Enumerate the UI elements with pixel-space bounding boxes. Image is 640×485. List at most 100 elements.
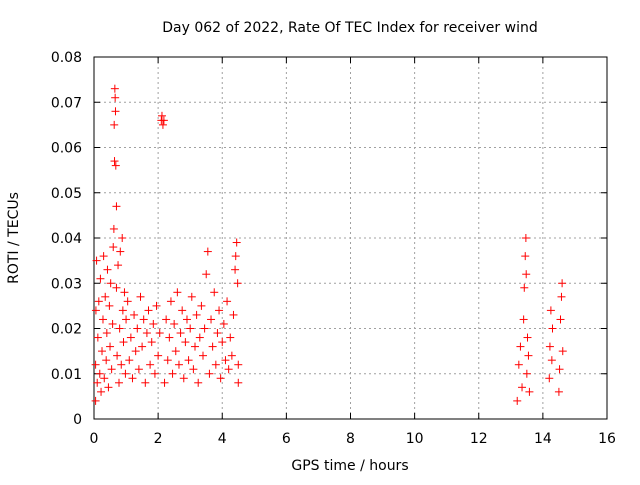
data-point	[109, 224, 118, 233]
data-point	[133, 324, 142, 333]
data-point	[219, 319, 228, 328]
data-point	[102, 356, 111, 365]
data-point	[144, 306, 153, 315]
data-point	[176, 329, 185, 338]
data-point	[546, 306, 555, 315]
data-point	[229, 310, 238, 319]
data-point	[516, 342, 525, 351]
data-point	[187, 292, 196, 301]
data-point	[199, 351, 208, 360]
data-point	[106, 342, 115, 351]
data-point	[558, 347, 567, 356]
data-point	[94, 297, 103, 306]
data-point	[117, 360, 126, 369]
data-point	[557, 292, 566, 301]
data-point	[202, 270, 211, 279]
y-tick-label: 0.05	[51, 186, 82, 202]
data-point	[109, 243, 118, 252]
data-point	[522, 369, 531, 378]
x-axis-label: GPS time / hours	[291, 458, 408, 474]
data-point	[223, 297, 232, 306]
data-point	[131, 347, 140, 356]
data-point	[95, 369, 104, 378]
data-point	[118, 306, 127, 315]
data-point	[139, 315, 148, 324]
data-point	[118, 234, 127, 242]
data-point	[520, 283, 529, 292]
data-point	[190, 342, 199, 351]
y-axis-label: ROTI / TECUs	[6, 192, 22, 284]
data-point	[111, 107, 120, 116]
data-point	[197, 301, 206, 310]
data-point	[184, 356, 193, 365]
data-point	[519, 315, 528, 324]
data-point	[113, 351, 122, 360]
data-point	[195, 333, 204, 342]
data-point	[226, 333, 235, 342]
data-point	[554, 387, 563, 396]
data-point	[110, 157, 119, 166]
data-point	[545, 342, 554, 351]
data-point	[96, 274, 105, 283]
data-point	[179, 374, 188, 383]
data-point	[91, 396, 100, 405]
data-point	[92, 256, 101, 265]
data-point	[234, 378, 243, 387]
y-tick-label: 0.02	[51, 322, 82, 338]
y-tick-label: 0.08	[51, 50, 82, 66]
data-point	[232, 238, 241, 247]
data-point	[203, 247, 212, 256]
data-point	[101, 292, 110, 301]
data-point	[115, 378, 124, 387]
y-tick-label: 0.04	[51, 231, 82, 247]
data-points	[91, 84, 567, 405]
data-point	[233, 279, 242, 288]
data-point	[227, 351, 236, 360]
data-point	[98, 347, 107, 356]
data-point	[208, 342, 217, 351]
data-point	[114, 261, 123, 270]
y-tick-label: 0.06	[51, 141, 82, 157]
x-tick-label: 14	[534, 431, 552, 447]
data-point	[166, 297, 175, 306]
data-point	[119, 338, 128, 347]
data-point	[141, 378, 150, 387]
data-point	[547, 356, 556, 365]
data-point	[514, 360, 523, 369]
data-point	[152, 301, 161, 310]
data-point	[120, 288, 129, 297]
data-point	[122, 315, 131, 324]
data-point	[231, 265, 240, 274]
x-tick-label: 10	[406, 431, 424, 447]
data-point	[186, 324, 195, 333]
data-point	[102, 329, 111, 338]
data-point	[130, 310, 139, 319]
data-point	[93, 378, 102, 387]
data-point	[112, 283, 121, 292]
data-point	[165, 333, 174, 342]
data-point	[556, 315, 565, 324]
data-point	[200, 324, 209, 333]
data-point	[524, 351, 533, 360]
x-tick-label: 8	[346, 431, 355, 447]
data-point	[99, 252, 108, 261]
data-point	[126, 333, 135, 342]
data-point	[234, 360, 243, 369]
data-point	[168, 369, 177, 378]
data-point	[115, 324, 124, 333]
data-point	[518, 383, 527, 392]
data-point	[125, 356, 134, 365]
data-point	[163, 356, 172, 365]
x-tick-label: 0	[90, 431, 99, 447]
data-point	[231, 252, 240, 261]
data-point	[215, 306, 224, 315]
data-point	[107, 365, 116, 374]
data-point	[106, 279, 115, 288]
data-point	[160, 378, 169, 387]
data-point	[181, 338, 190, 347]
data-point	[213, 329, 222, 338]
data-point	[171, 347, 180, 356]
data-point	[205, 369, 214, 378]
